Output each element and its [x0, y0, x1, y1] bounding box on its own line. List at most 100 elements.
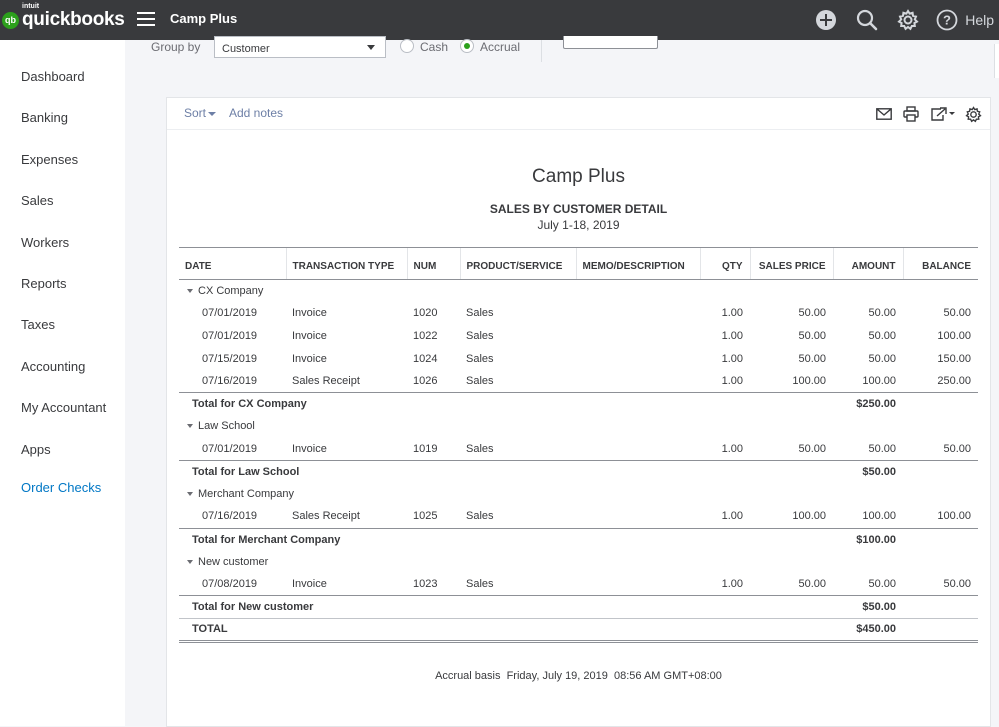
collapse-triangle-icon[interactable]: [187, 492, 193, 497]
col-product-service[interactable]: PRODUCT/SERVICE: [459, 247, 576, 280]
report-date-range: July 1-18, 2019: [537, 218, 620, 232]
total-amount[interactable]: $250.00: [833, 391, 903, 416]
cell-price: 50.00: [798, 578, 826, 591]
right-scroll-edge: [994, 44, 999, 78]
cell-qty: 1.00: [721, 352, 743, 365]
nav-my-accountant[interactable]: My Accountant: [21, 400, 107, 415]
hamburger-menu-icon[interactable]: [137, 12, 155, 26]
cell-product: Sales: [466, 352, 494, 365]
grand-total-label: TOTAL: [179, 617, 833, 643]
table-row[interactable]: 07/15/2019 Invoice 1024 Sales 1.00 50.00 50.00…: [179, 347, 978, 370]
report-filters: Group by Customer Cash Accrual: [125, 36, 999, 70]
nav-order-checks[interactable]: Order Checks: [21, 480, 102, 495]
group-by-select[interactable]: Customer: [214, 36, 386, 58]
nav-workers[interactable]: Workers: [21, 235, 70, 250]
sort-label: Sort: [184, 106, 207, 120]
gear-icon[interactable]: [896, 8, 920, 32]
gear-icon[interactable]: [964, 105, 982, 123]
customer-group-row[interactable]: Law School: [179, 415, 978, 438]
collapse-triangle-icon[interactable]: [187, 560, 193, 565]
total-amount[interactable]: $100.00: [833, 527, 903, 551]
cell-date: 07/01/2019: [202, 307, 258, 320]
run-report-button[interactable]: [563, 36, 658, 49]
cell-product: Sales: [466, 510, 494, 523]
cell-product: Sales: [466, 374, 494, 387]
cell-memo: [576, 302, 700, 325]
nav-accounting[interactable]: Accounting: [21, 359, 86, 374]
cell-amount: 100.00: [862, 510, 896, 523]
col-memo-description[interactable]: MEMO/DESCRIPTION: [575, 247, 700, 280]
cell-price: 50.00: [798, 352, 826, 365]
report-table: DATE TRANSACTION TYPE NUM PRODUCT/SERVIC…: [179, 247, 978, 643]
quickbooks-logo[interactable]: qb intuit quickbooks: [2, 3, 125, 31]
table-row[interactable]: 07/01/2019 Invoice 1019 Sales 1.00 50.00 50.00…: [179, 438, 978, 461]
table-row[interactable]: 07/16/2019 Sales Receipt 1026 Sales 1.00 100.…: [179, 370, 978, 393]
nav-dashboard[interactable]: Dashboard: [21, 69, 85, 84]
cell-balance: 100.00: [937, 510, 971, 523]
nav-reports[interactable]: Reports: [21, 276, 67, 291]
cell-qty: 1.00: [721, 329, 743, 342]
grand-total-amount[interactable]: $450.00: [833, 617, 903, 643]
export-icon[interactable]: [930, 105, 958, 123]
customer-group-row[interactable]: New customer: [179, 551, 978, 574]
total-balance-empty: [903, 595, 978, 619]
plus-circle-icon[interactable]: [814, 8, 838, 32]
cell-price: 50.00: [798, 442, 826, 455]
collapse-triangle-icon[interactable]: [187, 289, 193, 294]
cell-type: Invoice: [292, 352, 327, 365]
cell-num: 1025: [413, 510, 438, 523]
col-num[interactable]: NUM: [406, 247, 460, 280]
cell-product: Sales: [466, 442, 494, 455]
print-icon[interactable]: [902, 105, 920, 123]
cell-num: 1026: [413, 374, 438, 387]
cash-label: Cash: [420, 40, 449, 54]
help-label[interactable]: Help: [965, 12, 994, 28]
report-footer: Accrual basis Friday, July 19, 2019 08:5…: [435, 670, 722, 682]
cell-type: Sales Receipt: [292, 510, 360, 523]
table-row[interactable]: 07/08/2019 Invoice 1023 Sales 1.00 50.00 50.00…: [179, 573, 978, 596]
nav-expenses[interactable]: Expenses: [21, 152, 79, 167]
table-row[interactable]: 07/01/2019 Invoice 1022 Sales 1.00 50.00 50.00…: [179, 325, 978, 348]
col-transaction-type[interactable]: TRANSACTION TYPE: [285, 247, 407, 280]
left-nav: Dashboard Banking Expenses Sales Workers…: [0, 40, 125, 726]
cell-memo: [576, 573, 700, 596]
col-balance[interactable]: BALANCE: [902, 247, 978, 280]
top-icons: ? Help: [814, 0, 999, 40]
col-sales-price[interactable]: SALES PRICE: [749, 247, 833, 280]
total-amount[interactable]: $50.00: [833, 595, 903, 619]
col-qty[interactable]: QTY: [699, 247, 750, 280]
nav-sales[interactable]: Sales: [21, 193, 54, 208]
total-amount[interactable]: $50.00: [833, 459, 903, 483]
search-icon[interactable]: [855, 8, 879, 32]
cash-radio[interactable]: [400, 39, 414, 53]
logo-wordmark: intuit quickbooks: [22, 3, 125, 31]
email-icon[interactable]: [875, 105, 893, 123]
cell-num: 1020: [413, 307, 438, 320]
customer-group-row[interactable]: Merchant Company: [179, 483, 978, 506]
group-total-row: Total for New customer $50.00: [179, 595, 978, 619]
cell-qty: 1.00: [721, 374, 743, 387]
accrual-label: Accrual: [480, 40, 521, 54]
cell-amount: 50.00: [868, 442, 896, 455]
table-row[interactable]: 07/01/2019 Invoice 1020 Sales 1.00 50.00 50.00…: [179, 302, 978, 325]
col-date[interactable]: DATE: [179, 247, 286, 280]
group-total-row: Total for Law School $50.00: [179, 459, 978, 483]
total-balance-empty: [903, 391, 978, 416]
col-amount[interactable]: AMOUNT: [832, 247, 903, 280]
sort-dropdown[interactable]: Sort: [184, 106, 217, 120]
svg-text:?: ?: [943, 13, 951, 28]
table-row[interactable]: 07/16/2019 Sales Receipt 1025 Sales 1.00 100.…: [179, 505, 978, 528]
add-notes-link[interactable]: Add notes: [229, 106, 284, 120]
nav-banking[interactable]: Banking: [21, 110, 68, 125]
help-circle-icon[interactable]: ?: [935, 8, 959, 32]
cell-price: 100.00: [792, 374, 826, 387]
group-by-value: Customer: [222, 43, 270, 55]
nav-apps[interactable]: Apps: [21, 442, 51, 457]
logo-name-text: quickbooks: [22, 9, 125, 30]
collapse-triangle-icon[interactable]: [187, 424, 193, 429]
nav-taxes[interactable]: Taxes: [21, 317, 55, 332]
group-by-label: Group by: [151, 40, 201, 54]
accrual-radio[interactable]: [460, 39, 474, 53]
customer-group-row[interactable]: CX Company: [179, 280, 978, 303]
cell-price: 50.00: [798, 307, 826, 320]
